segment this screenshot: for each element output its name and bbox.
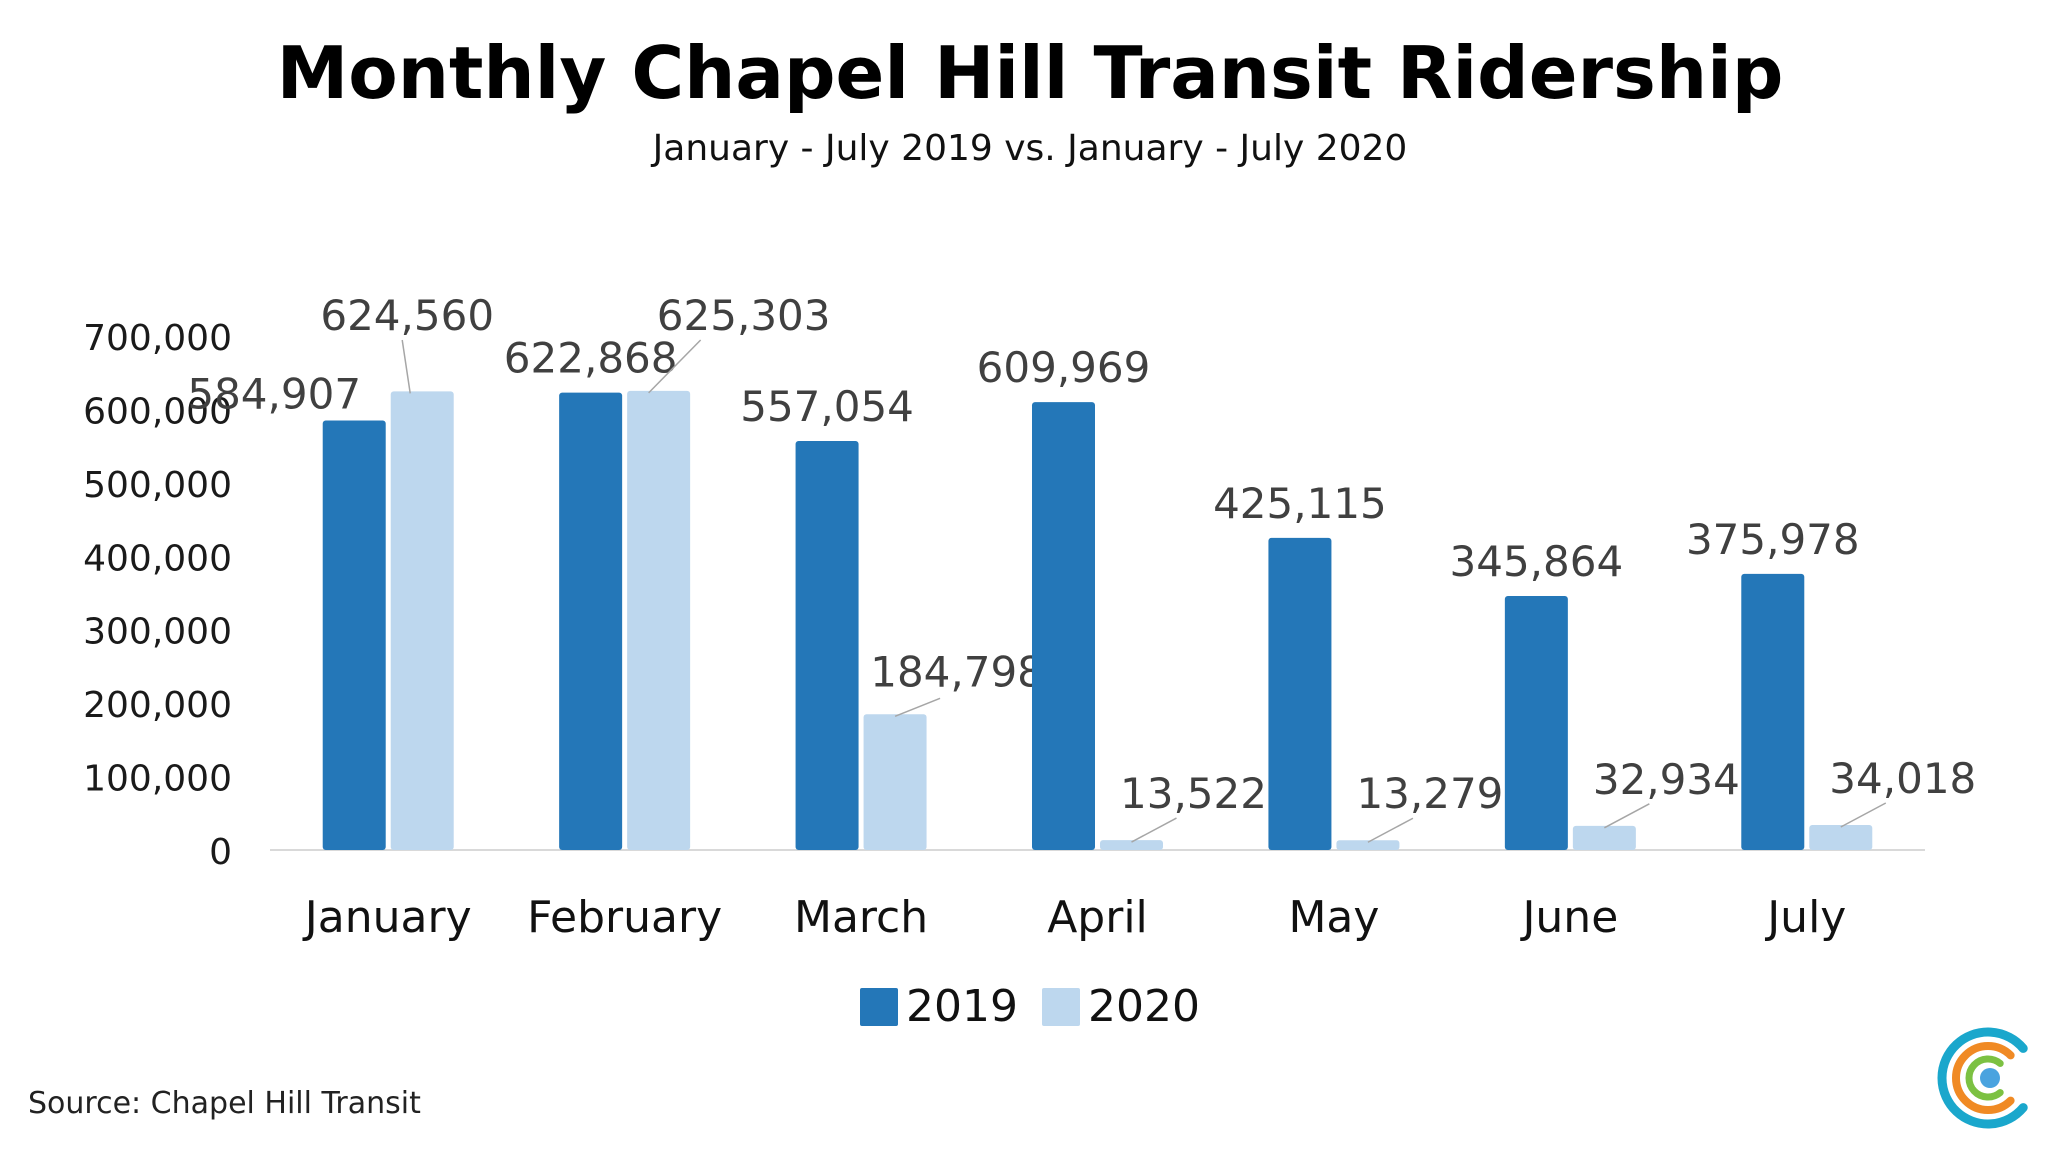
circular-c-logo-icon <box>1937 1027 2028 1129</box>
data-label-2020: 13,279 <box>1356 769 1503 818</box>
y-tick-label: 600,000 <box>83 391 232 432</box>
y-tick-label: 700,000 <box>83 318 232 359</box>
data-label-2020: 624,560 <box>320 291 494 340</box>
bar-2020 <box>1572 825 1636 850</box>
bar-2020 <box>1336 840 1400 850</box>
data-label-2019: 557,054 <box>740 382 914 431</box>
bar-2019 <box>559 392 623 850</box>
data-label-2019: 425,115 <box>1213 479 1387 528</box>
x-tick-label: June <box>1519 892 1618 943</box>
leader-line <box>648 339 702 394</box>
data-label-2020: 32,934 <box>1593 755 1740 804</box>
data-label-2019: 375,978 <box>1686 515 1860 564</box>
data-label-2020: 34,018 <box>1829 754 1976 803</box>
legend-label-2019: 2019 <box>906 981 1018 1032</box>
y-tick-label: 100,000 <box>83 759 232 800</box>
legend: 2019 2020 <box>860 981 1200 1032</box>
bar-2019 <box>1032 402 1095 850</box>
leader-line <box>1367 817 1414 843</box>
logo-ring-middle <box>1952 1042 2015 1114</box>
x-tick-label: January <box>302 892 472 943</box>
legend-swatch-2019 <box>860 988 898 1026</box>
leader-line <box>401 339 411 394</box>
y-tick-label: 500,000 <box>83 465 232 506</box>
leader-line <box>1604 803 1650 829</box>
leader-line <box>1131 817 1177 843</box>
data-label-2020: 184,798 <box>870 647 1044 696</box>
leader-line <box>1840 802 1887 828</box>
bar-2020 <box>390 391 454 850</box>
chart-subtitle: January - July 2019 vs. January - July 2… <box>651 128 1408 169</box>
logo-dot <box>1980 1068 2000 1088</box>
bar-2020 <box>863 714 927 850</box>
bar-2020 <box>1809 825 1873 850</box>
logo-ring-outer <box>1937 1027 2028 1129</box>
bar-2019 <box>1741 573 1805 850</box>
y-tick-label: 300,000 <box>83 612 232 653</box>
legend-swatch-2020 <box>1042 988 1080 1026</box>
y-tick-label: 200,000 <box>83 685 232 726</box>
bar-2019 <box>795 440 859 850</box>
x-tick-label: April <box>1047 892 1148 943</box>
source-note: Source: Chapel Hill Transit <box>28 1086 421 1121</box>
y-tick-label: 400,000 <box>83 538 232 579</box>
data-label-2020: 625,303 <box>657 291 831 340</box>
bar-2019 <box>1504 596 1568 850</box>
logo-ring-inner <box>1965 1055 2004 1101</box>
bar-2019 <box>1268 537 1332 850</box>
legend-label-2020: 2020 <box>1088 981 1200 1032</box>
data-label-2019: 584,907 <box>187 370 361 419</box>
data-label-2019: 609,969 <box>977 343 1151 392</box>
x-tick-label: March <box>794 892 928 943</box>
leader-line <box>894 697 941 718</box>
x-tick-label: July <box>1764 892 1846 943</box>
bar-2020 <box>627 390 691 850</box>
data-label-2019: 622,868 <box>504 334 678 383</box>
x-tick-label: February <box>527 892 722 943</box>
y-tick-label: 0 <box>209 832 232 873</box>
data-label-2019: 345,864 <box>1450 537 1624 586</box>
x-tick-label: May <box>1288 892 1379 943</box>
chart-title: Monthly Chapel Hill Transit Ridership <box>277 31 1784 115</box>
data-label-2020: 13,522 <box>1120 769 1267 818</box>
plot-area: 0 100,000 200,000 300,000 400,000 500,000 600,… <box>83 291 1976 943</box>
bar-2020 <box>1100 840 1163 850</box>
bar-2019 <box>322 420 386 850</box>
